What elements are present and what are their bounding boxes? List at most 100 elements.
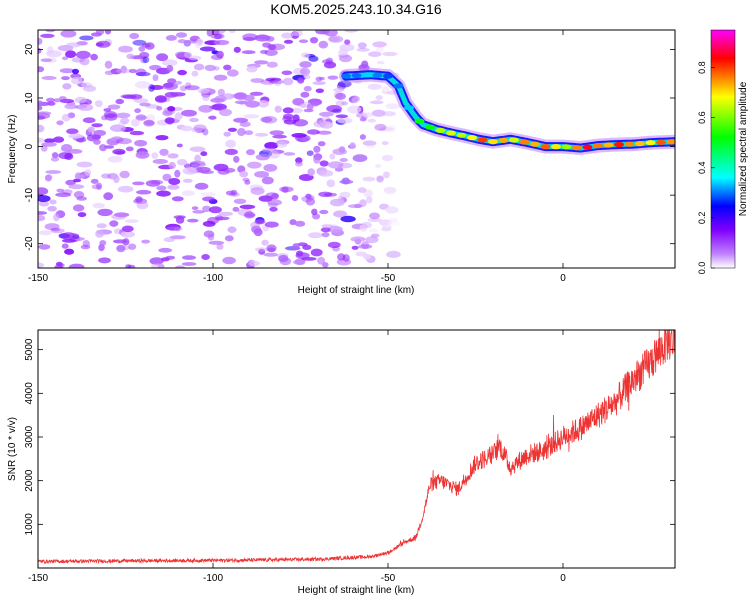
noise-cell [383,171,390,179]
noise-cell [82,85,97,92]
noise-cell [254,171,270,178]
noise-cell [312,81,326,85]
noise-cell [181,262,197,266]
noise-cell [76,161,93,168]
noise-cell [143,119,155,127]
noise-cell [366,196,373,204]
noise-cell [355,251,367,257]
noise-cell [319,209,329,215]
ridge-cell [624,141,635,147]
noise-cell [382,51,398,57]
noise-cell [151,152,159,160]
noise-cell [336,258,352,266]
noise-cell [289,219,297,226]
noise-cell [307,168,316,177]
noise-cell [225,190,236,196]
noise-cell [313,155,321,164]
noise-cell [357,187,367,194]
noise-cell [182,167,198,175]
noise-cell [350,236,366,242]
noise-cell [135,71,151,77]
noise-cell [135,151,150,159]
noise-cell [128,243,137,250]
noise-cell [107,104,121,110]
noise-cell [200,192,217,197]
noise-cell [344,30,359,33]
noise-cell [65,50,77,58]
noise-cell [264,49,278,56]
noise-cell [351,245,359,250]
noise-cell [268,150,280,159]
noise-cell [166,64,174,73]
noise-cell [386,250,401,258]
noise-cell [335,114,348,119]
noise-cell [126,53,135,60]
noise-cell [202,205,211,212]
noise-cell [274,105,282,113]
ridge-cell [656,139,666,145]
noise-cell [283,39,294,44]
noise-cell [113,175,120,184]
noise-cell [291,133,307,138]
noise-cell [56,120,64,126]
noise-cell [344,39,351,45]
noise-cell [306,150,314,156]
noise-cell [329,153,336,160]
noise-cell [41,142,57,147]
noise-cell [46,46,54,54]
noise-cell [139,102,151,107]
noise-cell [225,139,237,148]
noise-cell [375,46,384,53]
noise-cell [282,107,294,114]
y-tick-label: -20 [24,236,35,251]
noise-cell [116,244,126,253]
noise-cell [135,114,147,121]
noise-cell [208,206,222,214]
noise-cell [242,33,258,41]
noise-cell [71,76,83,85]
noise-cell [349,95,360,103]
ridge-cell [414,118,425,124]
noise-cell [38,105,43,111]
noise-cell [92,123,102,128]
noise-cell [255,154,270,161]
spectrogram-y-ticks: 20 10 0 -10 -20 [24,43,675,251]
noise-cell [385,103,400,110]
noise-cell [189,146,206,152]
colorbar-tick-label: 0.6 [697,111,707,124]
noise-cell [341,101,348,106]
noise-cell [181,109,197,117]
noise-cell [38,124,45,133]
snr-frame [37,329,676,569]
noise-cell [295,252,310,259]
noise-cell [104,30,112,35]
noise-cell [327,241,341,249]
noise-cell [167,106,176,112]
noise-cell [38,111,52,116]
noise-cell [176,159,188,166]
noise-cell [175,80,182,85]
noise-cell [254,132,269,137]
noise-cell [50,156,60,162]
noise-cell [325,57,334,65]
noise-cell [248,260,261,267]
noise-cell [110,136,123,142]
noise-cell [217,88,225,97]
noise-cell [103,111,117,118]
noise-cell [66,42,81,48]
noise-cell [175,32,188,38]
noise-cell [338,49,348,56]
noise-cell [50,228,65,234]
noise-cell [81,82,93,88]
noise-cell [111,213,127,220]
noise-cell [165,35,177,41]
noise-cell [172,107,183,111]
noise-cell [267,199,282,206]
noise-cell [158,247,173,253]
noise-cell [38,137,45,143]
noise-cell [193,124,207,132]
noise-cell [163,237,175,243]
noise-cell [103,192,114,201]
noise-cell [337,162,353,169]
noise-cell [301,52,310,59]
